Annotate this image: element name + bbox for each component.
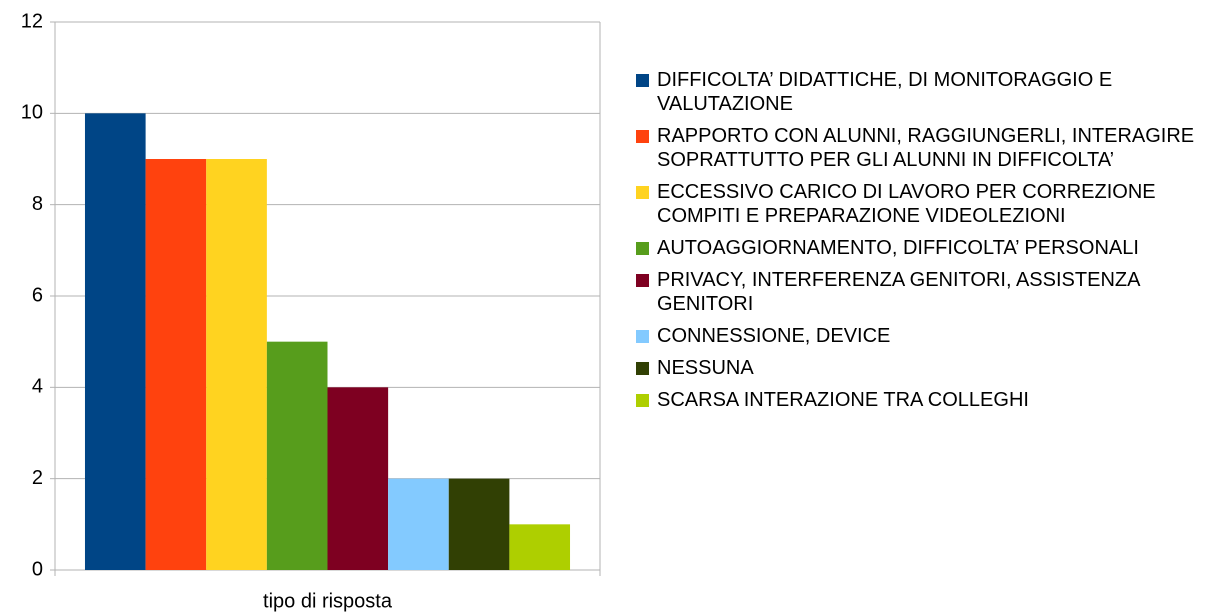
y-tick-label: 10 [21,102,43,124]
legend-item: RAPPORTO CON ALUNNI, RAGGIUNGERLI, INTER… [636,124,1201,172]
legend-item: ECCESSIVO CARICO DI LAVORO PER CORREZION… [636,180,1201,228]
legend-label: RAPPORTO CON ALUNNI, RAGGIUNGERLI, INTER… [657,125,1195,171]
legend-item: PRIVACY, INTERFERENZA GENITORI, ASSISTEN… [636,268,1201,316]
bar [327,387,389,570]
y-tick-label: 6 [32,284,43,306]
legend-label: CONNESSIONE, DEVICE [657,325,891,347]
bar [448,478,510,570]
legend-label: NESSUNA [657,357,754,379]
legend-swatch [636,394,649,407]
legend-item: DIFFICOLTA’ DIDATTICHE, DI MONITORAGGIO … [636,68,1201,116]
legend-label: ECCESSIVO CARICO DI LAVORO PER CORREZION… [657,181,1156,227]
legend-label: PRIVACY, INTERFERENZA GENITORI, ASSISTEN… [657,269,1140,315]
bar [388,478,449,570]
y-tick-label: 0 [32,558,43,580]
y-tick-label: 2 [32,467,43,489]
y-tick-label: 8 [32,193,43,215]
legend-swatch [636,242,649,255]
legend-swatch [636,130,649,143]
y-tick-label: 4 [32,376,43,398]
legend-item: CONNESSIONE, DEVICE [636,324,1201,348]
legend-label: AUTOAGGIORNAMENTO, DIFFICOLTA’ PERSONALI [657,237,1139,259]
legend-item: NESSUNA [636,356,1201,380]
legend-swatch [636,74,649,87]
legend: DIFFICOLTA’ DIDATTICHE, DI MONITORAGGIO … [636,68,1201,420]
legend-swatch [636,274,649,287]
bar [145,159,207,570]
legend-swatch [636,186,649,199]
bar [84,113,146,570]
legend-label: DIFFICOLTA’ DIDATTICHE, DI MONITORAGGIO … [657,69,1113,115]
bar [509,524,571,570]
bar [206,159,267,570]
legend-label: SCARSA INTERAZIONE TRA COLLEGHI [657,389,1029,411]
legend-item: AUTOAGGIORNAMENTO, DIFFICOLTA’ PERSONALI [636,236,1201,260]
legend-item: SCARSA INTERAZIONE TRA COLLEGHI [636,388,1201,412]
legend-swatch [636,330,649,343]
x-tick-label: tipo di risposta [263,590,393,612]
legend-swatch [636,362,649,375]
bar [266,341,328,570]
y-tick-label: 12 [21,10,43,32]
